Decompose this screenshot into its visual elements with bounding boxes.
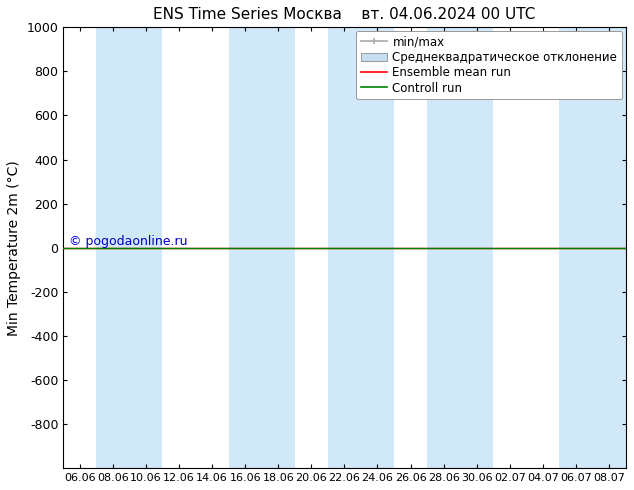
Legend: min/max, Среднеквадратическое отклонение, Ensemble mean run, Controll run: min/max, Среднеквадратическое отклонение… [356,31,622,99]
Bar [559,27,626,468]
Bar [96,27,162,468]
Y-axis label: Min Temperature 2m (°C): Min Temperature 2m (°C) [7,160,21,336]
Text: © pogodaonline.ru: © pogodaonline.ru [69,235,188,248]
Bar [328,27,394,468]
Bar [427,27,493,468]
Title: ENS Time Series Москва    вт. 04.06.2024 00 UTC: ENS Time Series Москва вт. 04.06.2024 00… [153,7,536,22]
Bar [229,27,295,468]
